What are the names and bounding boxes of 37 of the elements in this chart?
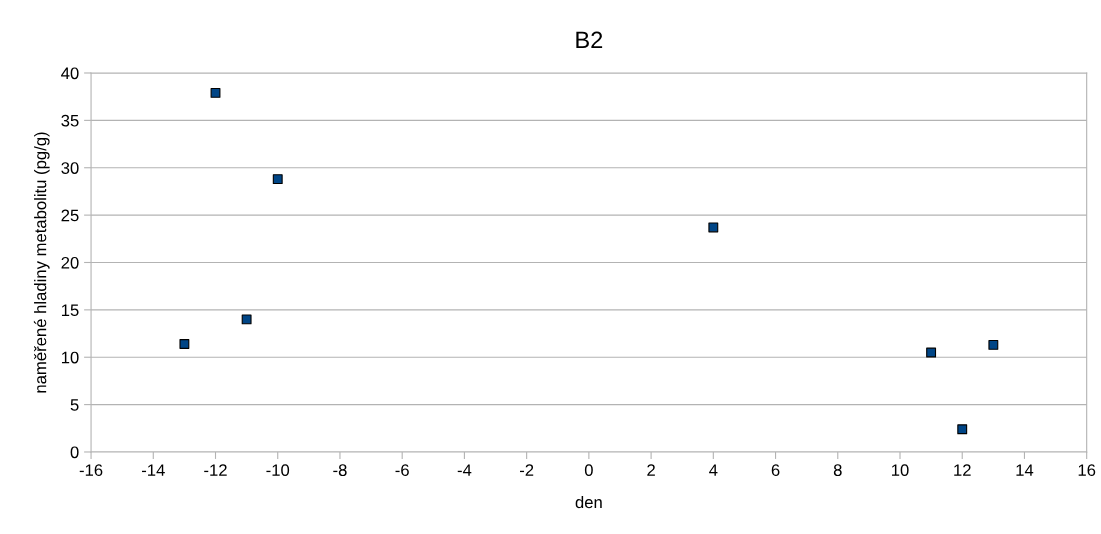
x-tick-label: 12 <box>954 464 971 476</box>
x-tick-label: -10 <box>266 464 290 477</box>
x-tick-label: 2 <box>647 464 655 476</box>
x-tick-label: -8 <box>333 464 347 477</box>
chart-title: B2 <box>576 31 603 48</box>
point <box>210 87 221 98</box>
y-tick-label: 20 <box>61 256 79 269</box>
x-tick-label: -14 <box>141 464 165 476</box>
y-tick-label: 30 <box>61 162 79 174</box>
point <box>926 347 937 358</box>
y-tick-label: 0 <box>70 446 79 459</box>
y-axis-title: naměřené hladiny metabolitu (pg/g) <box>33 132 50 393</box>
point <box>241 314 252 325</box>
x-tick-label: -4 <box>457 464 472 476</box>
y-tick-label: 35 <box>61 114 79 127</box>
point <box>179 339 190 349</box>
x-tick-label: 14 <box>1016 464 1034 476</box>
x-tick-label: -16 <box>79 464 103 477</box>
x-tick-label: 10 <box>892 464 909 477</box>
point <box>272 174 283 185</box>
x-tick-label: 0 <box>584 464 593 477</box>
y-tick-label: 25 <box>61 209 79 222</box>
x-tick-label: 8 <box>833 464 842 477</box>
x-tick-label: 16 <box>1078 464 1096 477</box>
y-tick-label: 10 <box>61 351 79 364</box>
point <box>957 424 968 435</box>
x-tick-label: -12 <box>204 464 227 476</box>
y-tick-label: 15 <box>61 304 79 317</box>
y-tick-label: 5 <box>70 399 79 411</box>
y-tick-label: 40 <box>61 67 79 80</box>
point <box>708 222 719 233</box>
x-tick-label: -2 <box>519 464 534 476</box>
x-tick-label: 6 <box>771 464 780 477</box>
x-axis-title: den <box>575 495 602 509</box>
point <box>988 339 999 350</box>
x-tick-label: -6 <box>395 464 409 477</box>
x-tick-label: 4 <box>709 464 718 476</box>
